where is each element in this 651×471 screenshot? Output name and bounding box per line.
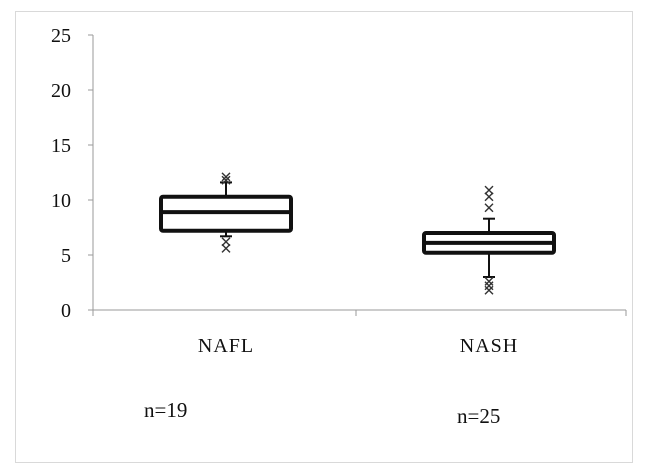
y-tick-label: 20: [51, 80, 71, 102]
box-plot-chart: 0 5 10 15 20 25 NAFL NASH: [51, 25, 627, 357]
outlier-marker: [221, 237, 231, 247]
sample-size-nash: n=25: [457, 404, 501, 428]
chart-frame: 0 5 10 15 20 25 NAFL NASH n=19 n=25: [15, 11, 633, 463]
outlier-marker: [221, 172, 231, 182]
y-tick-label: 15: [51, 135, 71, 157]
outlier-marker: [221, 243, 231, 253]
y-tick-label: 25: [51, 25, 71, 47]
y-tick-label: 10: [51, 190, 71, 212]
outlier-marker: [484, 276, 494, 286]
outlier-marker: [484, 285, 494, 295]
outlier-marker: [484, 185, 494, 195]
x-tick-label: NAFL: [198, 335, 254, 357]
outlier-marker: [484, 192, 494, 202]
sample-size-nafl: n=19: [144, 398, 188, 422]
outlier-marker: [484, 281, 494, 291]
x-tick-label: NASH: [460, 335, 518, 357]
outlier-marker: [484, 203, 494, 213]
y-tick-label: 5: [61, 245, 71, 267]
y-tick-label: 0: [61, 300, 71, 322]
outlier-marker: [221, 175, 231, 185]
